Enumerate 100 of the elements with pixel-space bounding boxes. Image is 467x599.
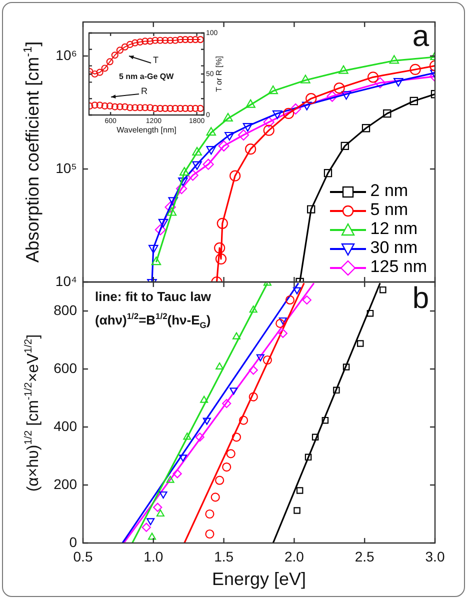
point: [164, 202, 176, 213]
point: [216, 218, 228, 229]
point: [158, 218, 168, 228]
point: [182, 36, 189, 44]
point: [230, 388, 238, 395]
point: [334, 82, 345, 94]
point: [176, 36, 184, 44]
point: [296, 487, 304, 494]
point: [136, 104, 144, 112]
point: [159, 491, 168, 499]
point: [156, 36, 164, 44]
point: [172, 36, 179, 44]
point: [362, 124, 370, 132]
point: [142, 104, 149, 112]
point: [196, 104, 204, 112]
point: [151, 256, 162, 266]
point: [146, 518, 155, 526]
annotation: b: [412, 282, 429, 315]
point: [290, 103, 302, 115]
point: [224, 132, 234, 141]
point: [249, 306, 258, 313]
point: [206, 127, 216, 136]
point: [152, 36, 159, 44]
legend-label: 5 nm: [370, 200, 408, 219]
point: [238, 416, 248, 425]
point: [121, 103, 128, 110]
point: [136, 38, 144, 46]
point: [116, 103, 124, 110]
point: [341, 91, 352, 100]
point: [206, 146, 216, 155]
point: [232, 332, 240, 340]
y-tick-label: 200: [54, 476, 78, 492]
point: [230, 170, 241, 182]
point: [179, 167, 190, 176]
point: [312, 434, 319, 441]
x-tick-label: 3.0: [425, 548, 445, 564]
point: [162, 104, 169, 112]
point: [91, 102, 98, 109]
y2-axis-title: T or R [%]: [214, 56, 224, 92]
point: [148, 244, 158, 254]
x-axis-title: Energy [eV]: [212, 569, 306, 590]
point: [215, 476, 224, 485]
point: [202, 158, 214, 170]
point: [223, 112, 233, 122]
point: [96, 102, 104, 109]
point: [111, 103, 118, 110]
point: [192, 146, 202, 156]
point: [374, 77, 386, 88]
point: [248, 366, 258, 375]
point: [326, 90, 338, 102]
x-tick-label: 0.5: [73, 548, 93, 564]
point: [156, 104, 164, 112]
point: [226, 449, 236, 458]
point: [126, 104, 134, 112]
point: [142, 522, 151, 532]
point: [178, 454, 187, 462]
point: [324, 169, 332, 178]
point: [293, 287, 302, 294]
annotation: T: [153, 55, 158, 66]
point: [166, 36, 174, 44]
point: [192, 161, 202, 170]
point: [195, 432, 204, 442]
point: [246, 99, 256, 108]
point: [131, 39, 139, 46]
x-tick-label: 2.5: [354, 548, 375, 564]
point: [222, 462, 232, 472]
point: [146, 38, 154, 45]
point: [394, 78, 404, 87]
point: [222, 398, 232, 408]
point: [278, 317, 287, 325]
y-tick-label: 400: [54, 418, 78, 434]
annotation: a: [412, 20, 429, 53]
y-tick-label: 10⁴: [55, 272, 77, 289]
point: [182, 104, 189, 112]
annotation: (αhν)$^{1/2}$=B$^{1/2}$(hν-E$_{G}$): [95, 311, 211, 330]
point: [242, 122, 253, 132]
point: [196, 36, 204, 44]
x-axis-title: Wavelength [nm]: [116, 126, 176, 136]
legend-label: 125 nm: [370, 257, 427, 276]
point: [368, 72, 379, 83]
point: [121, 43, 128, 50]
y-tick-label: 10⁵: [56, 160, 77, 176]
point: [91, 70, 98, 78]
point: [272, 110, 282, 120]
point: [200, 396, 208, 403]
point: [389, 55, 400, 64]
point: [304, 454, 312, 461]
point: [383, 109, 392, 118]
point: [168, 197, 178, 206]
annotation: 5 nm a-Ge QW: [119, 72, 174, 82]
point: [166, 207, 177, 216]
point: [183, 432, 192, 440]
point: [302, 295, 312, 305]
point: [176, 183, 188, 194]
point: [268, 85, 278, 94]
point: [178, 178, 188, 186]
point: [172, 104, 179, 112]
point: [214, 242, 226, 254]
point: [126, 40, 134, 48]
point: [101, 64, 108, 72]
